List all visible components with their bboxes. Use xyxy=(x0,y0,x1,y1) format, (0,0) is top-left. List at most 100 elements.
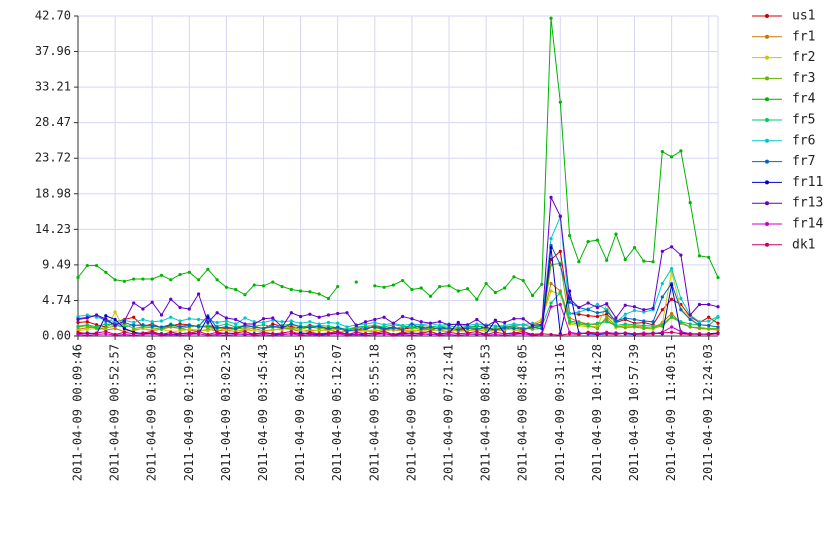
x-tick-label: 2011-04-09 11:40:51 xyxy=(664,344,678,481)
data-point xyxy=(169,315,173,319)
data-point xyxy=(549,289,553,293)
data-point xyxy=(159,325,164,329)
data-point xyxy=(206,332,210,337)
data-point xyxy=(465,331,470,335)
x-tick-label: 2011-04-09 07:21:41 xyxy=(442,344,456,481)
data-point xyxy=(122,330,126,334)
data-point xyxy=(558,333,562,337)
data-point xyxy=(484,324,488,328)
data-point xyxy=(317,315,321,319)
data-point xyxy=(224,332,229,336)
data-point xyxy=(512,275,516,279)
data-point xyxy=(382,327,386,331)
data-point xyxy=(642,332,646,337)
data-point xyxy=(530,323,535,328)
data-point xyxy=(642,259,646,263)
data-point xyxy=(104,326,108,330)
data-point xyxy=(707,332,711,337)
data-point xyxy=(503,326,507,330)
data-point xyxy=(308,332,312,337)
x-tick-label: 2011-04-09 05:12:07 xyxy=(330,344,344,481)
legend-marker xyxy=(765,242,769,247)
data-point xyxy=(326,329,331,333)
data-point xyxy=(354,330,358,334)
data-point xyxy=(679,253,683,257)
data-point xyxy=(94,263,99,268)
data-point xyxy=(363,322,368,326)
data-point xyxy=(586,239,590,244)
data-point xyxy=(317,324,321,328)
data-point xyxy=(707,302,711,307)
data-point xyxy=(670,245,674,249)
data-point xyxy=(113,332,117,337)
data-point xyxy=(447,323,451,327)
data-point xyxy=(196,278,201,282)
data-point xyxy=(289,332,293,336)
data-point xyxy=(540,323,544,327)
data-point xyxy=(113,310,117,314)
data-point xyxy=(512,326,516,331)
data-point xyxy=(586,301,590,305)
data-point xyxy=(521,278,525,283)
data-point xyxy=(586,330,590,334)
x-tick-label: 2011-04-09 09:31:16 xyxy=(553,344,567,481)
data-point xyxy=(206,326,210,330)
data-point xyxy=(679,296,683,301)
data-point xyxy=(401,314,405,319)
data-point xyxy=(605,314,609,319)
data-point xyxy=(336,332,340,336)
data-point xyxy=(484,281,488,286)
data-point xyxy=(558,302,562,307)
data-point xyxy=(558,290,562,295)
legend-marker xyxy=(765,138,769,143)
series-line xyxy=(77,330,719,336)
data-point xyxy=(512,322,516,326)
data-point xyxy=(104,332,108,336)
data-point xyxy=(271,318,275,322)
data-point xyxy=(234,287,238,292)
series-line xyxy=(77,195,719,328)
data-point xyxy=(326,296,331,301)
legend-marker xyxy=(765,34,769,39)
data-point xyxy=(215,332,219,337)
data-point xyxy=(707,315,711,319)
data-point xyxy=(261,332,266,337)
legend-marker xyxy=(765,159,769,164)
data-point xyxy=(308,312,312,316)
data-point xyxy=(308,320,312,324)
y-tick-label: 23.72 xyxy=(35,151,71,165)
data-point xyxy=(141,323,145,327)
data-point xyxy=(716,332,720,336)
data-point xyxy=(122,319,126,323)
data-point xyxy=(447,284,451,288)
legend-label: fr1 xyxy=(792,29,815,44)
data-point xyxy=(159,332,164,337)
data-point xyxy=(512,331,516,335)
data-point xyxy=(234,331,238,335)
data-point xyxy=(697,320,702,324)
data-point xyxy=(336,311,340,316)
data-point xyxy=(280,325,284,329)
data-point xyxy=(549,16,553,20)
data-point xyxy=(326,324,331,328)
data-point xyxy=(549,305,553,309)
data-point xyxy=(132,301,136,305)
series-line xyxy=(77,247,719,336)
x-tick-label: 2011-04-09 04:28:55 xyxy=(293,344,307,481)
data-point xyxy=(382,332,386,336)
data-point xyxy=(567,332,572,336)
data-point xyxy=(660,150,664,154)
data-point xyxy=(632,305,637,309)
data-point xyxy=(326,326,331,331)
data-point xyxy=(670,330,674,334)
data-point xyxy=(475,325,479,329)
legend-label: fr14 xyxy=(792,217,823,232)
data-point xyxy=(410,287,414,292)
data-point xyxy=(632,317,637,322)
data-point xyxy=(512,317,516,321)
data-point xyxy=(549,301,553,305)
data-point xyxy=(336,325,340,329)
data-point xyxy=(642,326,646,331)
data-point xyxy=(651,324,655,328)
